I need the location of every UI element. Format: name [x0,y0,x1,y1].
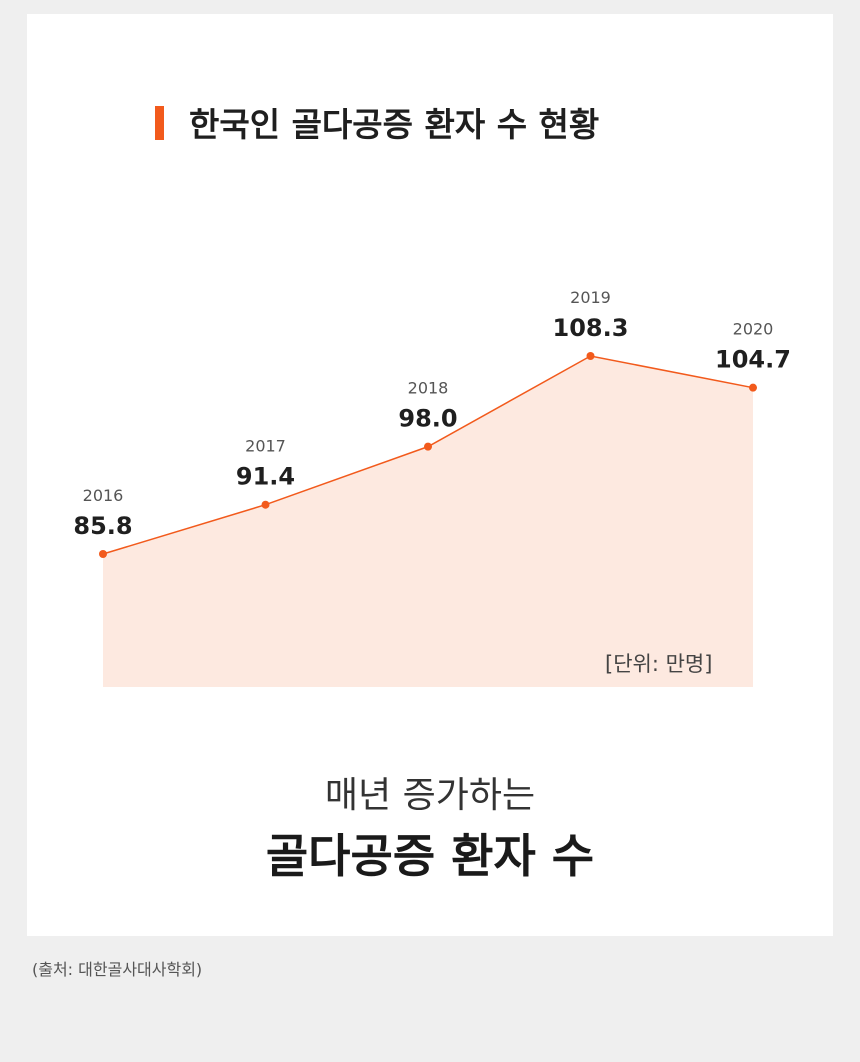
year-label-2018: 2018 [408,379,449,398]
year-label-2020: 2020 [733,320,774,339]
headline-line2: 골다공증 환자 수 [265,829,595,883]
title-accent-bar [155,106,164,140]
value-label-2020: 104.7 [715,346,791,374]
value-label-2016: 85.8 [73,512,132,540]
chart-title: 한국인 골다공증 환자 수 현황 [189,105,600,144]
data-point-2016 [99,550,107,558]
value-label-2019: 108.3 [553,314,629,342]
data-point-2020 [749,383,757,392]
area-fill [103,356,753,687]
year-label-2017: 2017 [245,437,286,456]
value-label-2018: 98.0 [398,405,457,433]
year-label-2019: 2019 [570,288,611,307]
headline-line1: 매년 증가하는 [324,775,536,816]
source-note: (출처: 대한골사대사학회) [32,960,203,979]
unit-label: [단위: 만명] [605,652,713,676]
chart-card: 한국인 골다공증 환자 수 현황 85.8 2016 91.4 2017 98.0 201… [27,14,833,936]
year-label-2016: 2016 [83,486,124,505]
area-chart: 85.8 2016 91.4 2017 98.0 2018 108.3 2019 104.7 20… [73,288,791,687]
data-point-2018 [424,442,432,451]
data-point-2017 [261,500,270,509]
data-point-2019 [586,352,595,360]
value-label-2017: 91.4 [236,463,295,491]
